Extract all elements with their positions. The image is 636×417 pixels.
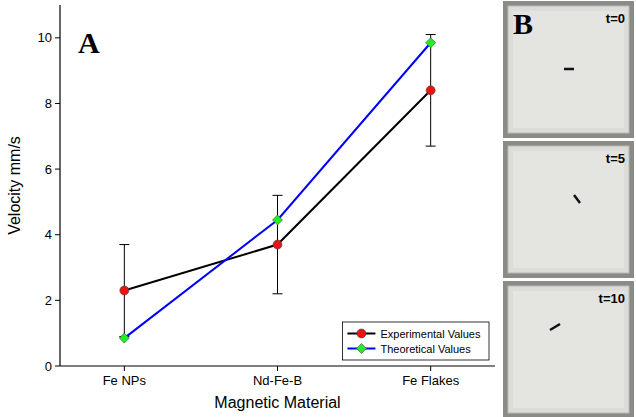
legend-label: Experimental Values xyxy=(380,328,481,340)
error-cap xyxy=(119,244,129,245)
frame-ground xyxy=(508,6,629,133)
legend-box xyxy=(342,322,489,360)
frame-inner xyxy=(513,291,624,408)
y-axis-title: Velocity mm/s xyxy=(6,136,23,235)
error-cap xyxy=(426,34,436,35)
x-tick-label: Fe Flakes xyxy=(402,373,460,388)
frame-label: t=5 xyxy=(606,151,625,166)
y-tick xyxy=(55,103,60,104)
frame-edge xyxy=(503,1,634,138)
x-tick-label: Fe NPs xyxy=(103,373,147,388)
frame-label: t=0 xyxy=(606,11,625,26)
photo-frame: t=10 xyxy=(503,281,634,417)
error-cap xyxy=(273,293,283,294)
plot-marks xyxy=(119,35,435,344)
series-line xyxy=(124,90,430,290)
legend: Experimental Values Theoretical Values xyxy=(342,322,489,360)
frame-edge xyxy=(503,281,634,417)
panel-label: B xyxy=(513,7,533,40)
y-tick-label: 2 xyxy=(45,293,52,308)
x-tick xyxy=(430,366,431,371)
specimen xyxy=(564,68,574,71)
point xyxy=(119,333,129,343)
point xyxy=(426,38,436,48)
y-tick xyxy=(55,169,60,170)
error-bar xyxy=(273,195,283,293)
y-tick xyxy=(55,300,60,301)
y-axis xyxy=(59,5,60,366)
point xyxy=(426,86,435,95)
specimen xyxy=(574,195,580,203)
y-tick-label: 6 xyxy=(45,162,52,177)
y-tick-label: 8 xyxy=(45,96,52,111)
x-axis-title: Magnetic Material xyxy=(214,394,340,411)
series-line xyxy=(124,43,430,338)
y-tick xyxy=(55,234,60,235)
error-bar xyxy=(426,35,436,147)
specimen xyxy=(550,324,560,330)
y-tick-label: 10 xyxy=(38,30,52,45)
point xyxy=(120,286,129,295)
frame-ground xyxy=(508,146,629,273)
legend-label: Theoretical Values xyxy=(380,343,471,355)
legend-marker xyxy=(356,344,366,354)
photo-frame: t=5 xyxy=(503,141,634,278)
y-tick-label: 0 xyxy=(45,359,52,374)
y-tick xyxy=(55,37,60,38)
panel-label: A xyxy=(78,26,100,59)
y-tick xyxy=(55,366,60,367)
point xyxy=(273,215,283,225)
frame-label: t=10 xyxy=(599,291,625,306)
error-bar xyxy=(119,245,129,337)
x-tick-label: Nd-Fe-B xyxy=(253,373,302,388)
error-cap xyxy=(426,146,436,147)
x-tick xyxy=(124,366,125,371)
error-cap xyxy=(273,195,283,196)
point xyxy=(273,240,282,249)
frame-edge xyxy=(503,141,634,278)
photo-frame: t=0 xyxy=(503,1,634,138)
y-tick-label: 4 xyxy=(45,227,52,242)
frame-ground xyxy=(508,286,629,413)
x-tick xyxy=(277,366,278,371)
legend-marker xyxy=(357,329,366,338)
frame-inner xyxy=(513,151,624,268)
